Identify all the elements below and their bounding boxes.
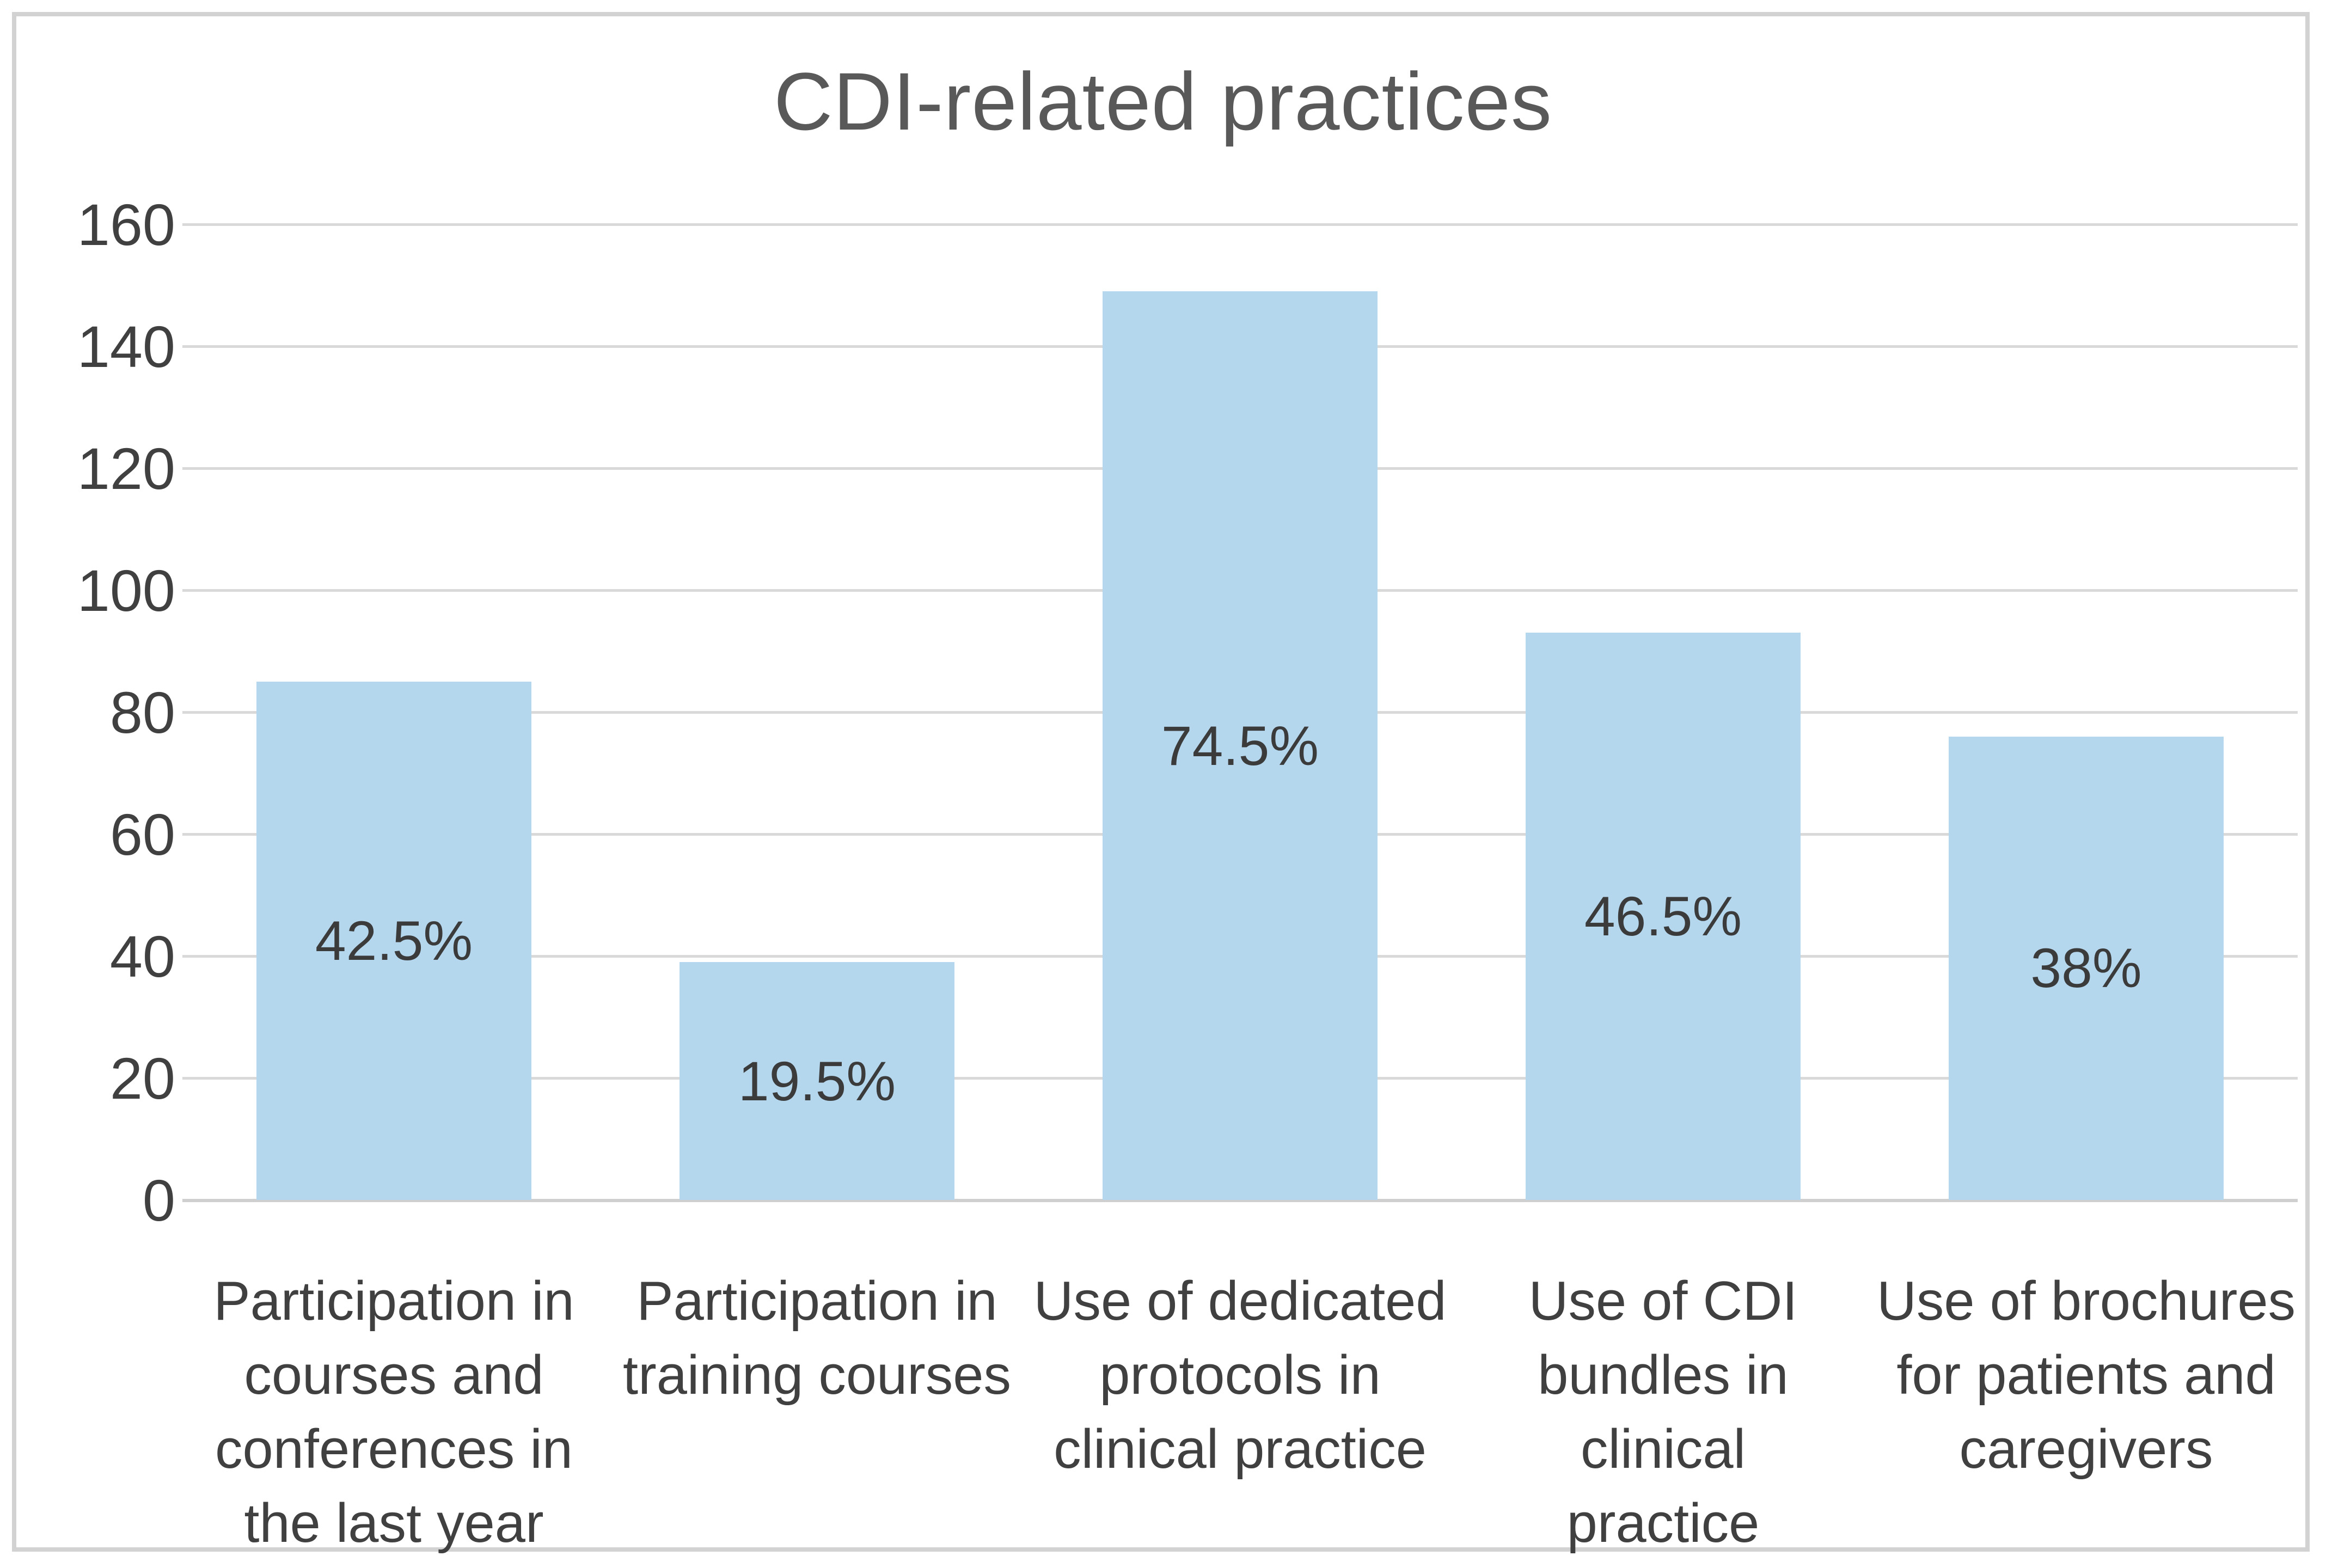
y-axis-tick-label: 100 (77, 558, 175, 623)
y-axis-tick-label: 160 (77, 192, 175, 258)
bar (1948, 736, 2224, 1200)
bar-data-label: 42.5% (315, 910, 473, 972)
bar-data-label: 46.5% (1584, 885, 1742, 948)
bar-data-label: 74.5% (1161, 714, 1319, 777)
y-axis-tick-label: 140 (77, 314, 175, 379)
y-axis-tick-label: 80 (109, 679, 175, 745)
bar-data-label: 19.5% (738, 1050, 896, 1112)
x-axis-category-label: Use of dedicated protocols in clinical p… (1033, 1271, 1447, 1480)
gridline (182, 223, 2298, 226)
bar (679, 962, 955, 1200)
y-axis-tick-label: 20 (109, 1045, 175, 1111)
y-axis-tick-label: 60 (109, 801, 175, 867)
bar (256, 682, 532, 1200)
x-axis-category-label: Participation in courses and conferences… (213, 1271, 574, 1554)
y-axis-tick-label: 40 (109, 923, 175, 989)
y-axis-tick-label: 0 (142, 1167, 175, 1233)
x-axis-category-label: Use of brochures for patients and caregi… (1876, 1271, 2296, 1480)
chart-title: CDI-related practices (774, 56, 1552, 147)
y-axis-tick-label: 120 (77, 436, 175, 501)
x-axis-line (182, 1199, 2298, 1202)
x-axis-category-label: Participation in training courses (623, 1271, 1011, 1406)
x-axis-category-label: Use of CDI bundles in clinical practice (1528, 1271, 1798, 1554)
bar-data-label: 38% (2030, 937, 2142, 1000)
bar (1102, 291, 1378, 1200)
bar (1525, 633, 1801, 1200)
